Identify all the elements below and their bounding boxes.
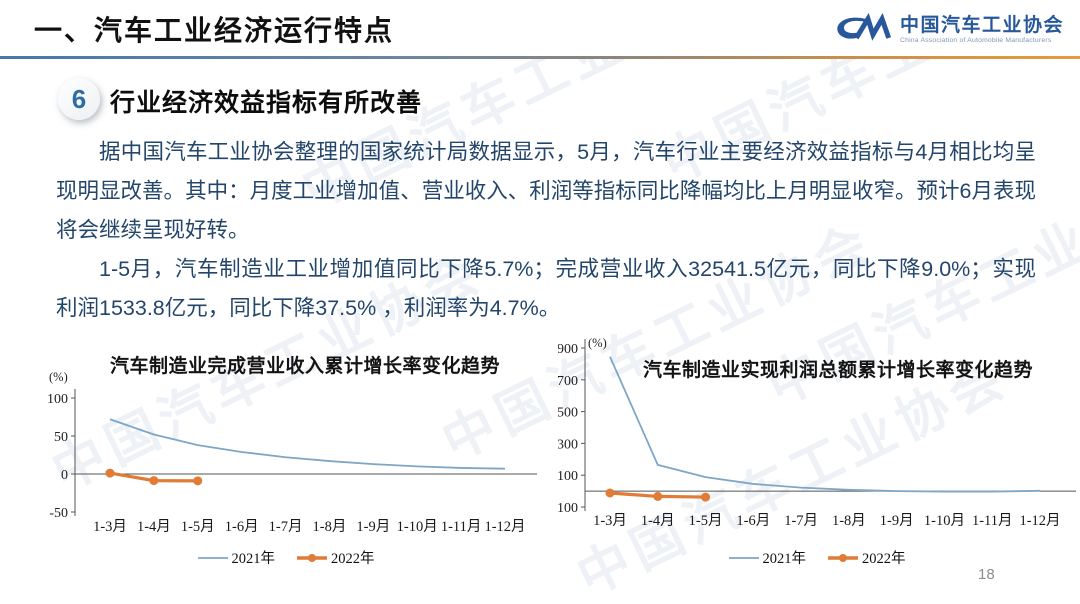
x-tick-label: 1-8月	[832, 513, 866, 529]
series-marker-2022年	[149, 476, 159, 486]
legend-line-2022-icon	[297, 553, 327, 562]
y-tick-label: 500	[558, 406, 578, 421]
x-tick-label: 1-4月	[641, 513, 675, 529]
y-tick-label: 100	[558, 469, 578, 484]
body-text: 据中国汽车工业协会整理的国家统计局数据显示，5月，汽车行业主要经济效益指标与4月…	[56, 133, 1036, 328]
series-line-2021年	[109, 418, 506, 470]
logo-name-en: China Association of Automobile Manufact…	[899, 37, 1052, 44]
y-unit-label: (%)	[588, 336, 607, 350]
x-tick-label: 1-4月	[137, 519, 171, 535]
section-title: 行业经济效益指标有所改善	[110, 89, 423, 117]
legend-line-2021-icon	[197, 556, 228, 559]
header-divider	[0, 56, 1080, 59]
caam-logo: 中国汽车工业协会 China Association of Automobile…	[834, 12, 1064, 49]
legend-item-2021: 2021年	[728, 547, 807, 568]
x-tick-label: 1-5月	[181, 519, 215, 535]
y-tick-label: -100	[558, 501, 578, 516]
y-tick-label: 300	[558, 437, 578, 452]
y-tick-label: 0	[61, 468, 68, 483]
x-tick-label: 1-5月	[689, 513, 723, 529]
x-tick-label: 1-10月	[924, 513, 965, 529]
legend-label-2022: 2022年	[862, 551, 906, 567]
legend-label-2021: 2021年	[231, 551, 276, 567]
y-tick-label: -50	[49, 506, 68, 521]
profit-chart-legend: 2021年 2022年	[558, 547, 1076, 568]
revenue-chart-plot: 100 50 0 -50 (%) 1-3月 1-4月 1-5月 1-6月 1-7月 1-8月 1-9月…	[47, 370, 537, 535]
legend-label-2021: 2021年	[762, 551, 807, 567]
x-tick-label: 1-7月	[269, 519, 303, 535]
logo-name-cn: 中国汽车工业协会	[899, 15, 1064, 36]
legend-item-2022: 2022年	[828, 547, 906, 568]
y-unit-label: (%)	[49, 370, 68, 384]
x-tick-label: 1-3月	[93, 519, 127, 535]
legend-line-2021-icon	[728, 556, 759, 559]
x-tick-label: 1-9月	[356, 519, 390, 535]
paragraph-figures: 1-5月，汽车制造业工业增加值同比下降5.7%；完成营业收入32541.5亿元，…	[56, 257, 1036, 320]
series-marker-2022年	[605, 488, 615, 498]
series-marker-2022年	[653, 491, 663, 501]
x-tick-label: 1-12月	[1019, 513, 1060, 529]
section-number-badge: 6	[58, 78, 100, 120]
legend-label-2022: 2022年	[331, 551, 375, 567]
legend-item-2022: 2022年	[297, 547, 375, 568]
x-tick-label: 1-10月	[397, 519, 438, 535]
header: 一、汽车工业经济运行特点 中国汽车工业协会 China Association …	[0, 0, 1080, 56]
x-tick-label: 1-12月	[484, 519, 525, 535]
profit-chart: 汽车制造业实现利润总额累计增长率变化趋势 900 700 500 300 100 -100…	[558, 335, 1076, 575]
y-tick-label: 700	[558, 374, 578, 389]
x-tick-label: 1-9月	[880, 513, 914, 529]
x-tick-label: 1-11月	[972, 513, 1013, 529]
y-tick-label: 50	[54, 430, 68, 445]
x-tick-label: 1-8月	[313, 519, 347, 535]
x-tick-label: 1-11月	[441, 519, 482, 535]
revenue-chart-title: 汽车制造业完成营业收入累计增长率变化趋势	[109, 356, 500, 377]
x-tick-label: 1-6月	[225, 519, 259, 535]
caam-logo-icon	[834, 12, 892, 49]
page-title: 一、汽车工业经济运行特点	[34, 15, 395, 46]
y-tick-label: 100	[47, 392, 68, 407]
x-tick-label: 1-6月	[736, 513, 770, 529]
series-marker-2022年	[701, 492, 711, 502]
series-marker-2022年	[193, 476, 203, 486]
paragraph-summary: 据中国汽车工业协会整理的国家统计局数据显示，5月，汽车行业主要经济效益指标与4月…	[56, 140, 1036, 242]
legend-item-2021: 2021年	[197, 547, 276, 568]
legend-line-2022-icon	[828, 553, 858, 562]
profit-chart-plot: 900 700 500 300 100 -100 (%) 1-3月 1-4月 1-5月 1-6月 1-…	[558, 336, 1076, 529]
profit-chart-title: 汽车制造业实现利润总额累计增长率变化趋势	[642, 360, 1033, 381]
page-number: 18	[978, 566, 995, 583]
series-line-2021年	[609, 356, 1041, 493]
x-tick-label: 1-7月	[784, 513, 818, 529]
revenue-chart: 汽车制造业完成营业收入累计增长率变化趋势 100 50 0 -50 (%) 1-3月 1-4…	[35, 345, 537, 580]
revenue-chart-legend: 2021年 2022年	[35, 547, 537, 568]
x-tick-label: 1-3月	[593, 513, 627, 529]
series-marker-2022年	[105, 468, 115, 478]
y-tick-label: 900	[558, 342, 578, 357]
